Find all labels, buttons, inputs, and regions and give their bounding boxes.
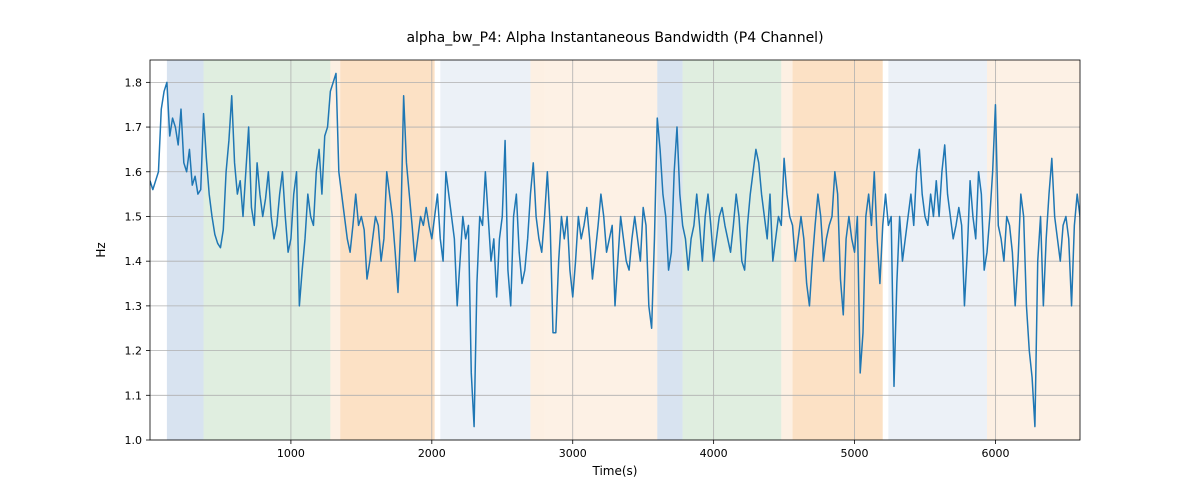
xtick-label: 5000 bbox=[841, 447, 869, 460]
shaded-region bbox=[340, 60, 434, 440]
shaded-region bbox=[167, 60, 204, 440]
chart-svg: 1000 2000 3000 4000 5000 6000 1.0 1.1 1.2 1.3 1.4 1… bbox=[0, 0, 1200, 500]
ytick-label: 1.5 bbox=[125, 210, 143, 223]
ytick-label: 1.0 bbox=[125, 434, 143, 447]
chart-container: 1000 2000 3000 4000 5000 6000 1.0 1.1 1.2 1.3 1.4 1… bbox=[0, 0, 1200, 500]
ytick-label: 1.7 bbox=[125, 121, 143, 134]
xtick-label: 4000 bbox=[700, 447, 728, 460]
chart-title: alpha_bw_P4: Alpha Instantaneous Bandwid… bbox=[406, 30, 823, 46]
x-axis-label: Time(s) bbox=[592, 464, 638, 478]
shaded-region bbox=[440, 60, 530, 440]
ytick-label: 1.4 bbox=[125, 255, 143, 268]
shaded-region bbox=[793, 60, 883, 440]
xtick-label: 3000 bbox=[559, 447, 587, 460]
y-axis-label: Hz bbox=[94, 242, 108, 257]
shaded-region bbox=[657, 60, 682, 440]
shaded-region bbox=[330, 60, 340, 440]
ytick-label: 1.1 bbox=[125, 389, 143, 402]
xtick-label: 2000 bbox=[418, 447, 446, 460]
ytick-label: 1.6 bbox=[125, 166, 143, 179]
xtick-label: 1000 bbox=[277, 447, 305, 460]
xtick-label: 6000 bbox=[981, 447, 1009, 460]
ytick-label: 1.3 bbox=[125, 300, 143, 313]
shaded-region bbox=[683, 60, 782, 440]
shaded-region bbox=[781, 60, 792, 440]
ytick-label: 1.2 bbox=[125, 345, 143, 358]
shaded-region bbox=[204, 60, 331, 440]
ytick-label: 1.8 bbox=[125, 76, 143, 89]
shaded-region bbox=[987, 60, 998, 440]
